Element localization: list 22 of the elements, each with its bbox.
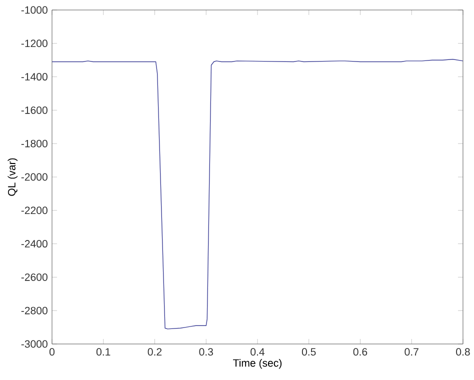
x-tick-label: 0 bbox=[49, 348, 55, 356]
y-tick-label: -1000 bbox=[21, 6, 48, 14]
x-axis-title: Time (sec) bbox=[233, 358, 282, 369]
y-tick-label: -2600 bbox=[21, 273, 48, 281]
y-axis-title: QL (var) bbox=[8, 158, 18, 196]
y-tick-label: -2000 bbox=[21, 173, 48, 181]
y-tick-label: -2400 bbox=[21, 240, 48, 248]
y-tick-label: -2200 bbox=[21, 206, 48, 214]
y-tick-label: -1200 bbox=[21, 40, 48, 48]
x-tick-label: 0.6 bbox=[353, 348, 368, 356]
y-tick-label: -3000 bbox=[21, 340, 48, 348]
x-tick-label: 0.3 bbox=[199, 348, 213, 356]
y-tick-label: -1600 bbox=[21, 106, 48, 114]
x-tick-label: 0.1 bbox=[96, 348, 110, 356]
y-tick-label: -1400 bbox=[21, 73, 48, 81]
y-tick-label: -1800 bbox=[21, 140, 48, 148]
x-tick-label: 0.2 bbox=[148, 348, 162, 356]
y-tick-label: -2800 bbox=[21, 306, 48, 314]
x-tick-label: 0.4 bbox=[250, 348, 265, 356]
x-tick-label: 0.7 bbox=[404, 348, 418, 356]
x-tick-label: 0.5 bbox=[302, 348, 316, 356]
x-tick-label: 0.8 bbox=[456, 348, 470, 356]
